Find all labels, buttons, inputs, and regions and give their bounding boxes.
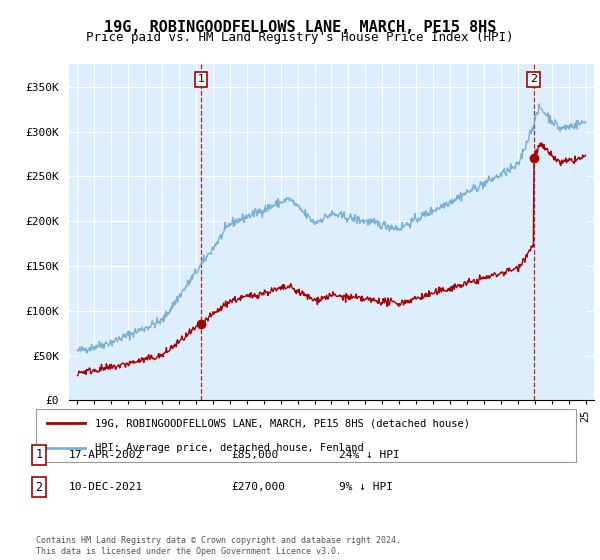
Text: £270,000: £270,000 xyxy=(231,482,285,492)
Text: 24% ↓ HPI: 24% ↓ HPI xyxy=(339,450,400,460)
Text: 9% ↓ HPI: 9% ↓ HPI xyxy=(339,482,393,492)
Text: Price paid vs. HM Land Registry's House Price Index (HPI): Price paid vs. HM Land Registry's House … xyxy=(86,31,514,44)
FancyBboxPatch shape xyxy=(36,409,576,462)
Text: 17-APR-2002: 17-APR-2002 xyxy=(69,450,143,460)
Text: 2: 2 xyxy=(35,480,43,494)
Text: 1: 1 xyxy=(197,74,205,85)
Text: 19G, ROBINGOODFELLOWS LANE, MARCH, PE15 8HS: 19G, ROBINGOODFELLOWS LANE, MARCH, PE15 … xyxy=(104,20,496,35)
Text: 19G, ROBINGOODFELLOWS LANE, MARCH, PE15 8HS (detached house): 19G, ROBINGOODFELLOWS LANE, MARCH, PE15 … xyxy=(95,418,470,428)
Text: HPI: Average price, detached house, Fenland: HPI: Average price, detached house, Fenl… xyxy=(95,442,364,452)
Text: Contains HM Land Registry data © Crown copyright and database right 2024.
This d: Contains HM Land Registry data © Crown c… xyxy=(36,536,401,556)
Text: 2: 2 xyxy=(530,74,537,85)
Text: £85,000: £85,000 xyxy=(231,450,278,460)
Text: 10-DEC-2021: 10-DEC-2021 xyxy=(69,482,143,492)
Text: 1: 1 xyxy=(35,448,43,461)
